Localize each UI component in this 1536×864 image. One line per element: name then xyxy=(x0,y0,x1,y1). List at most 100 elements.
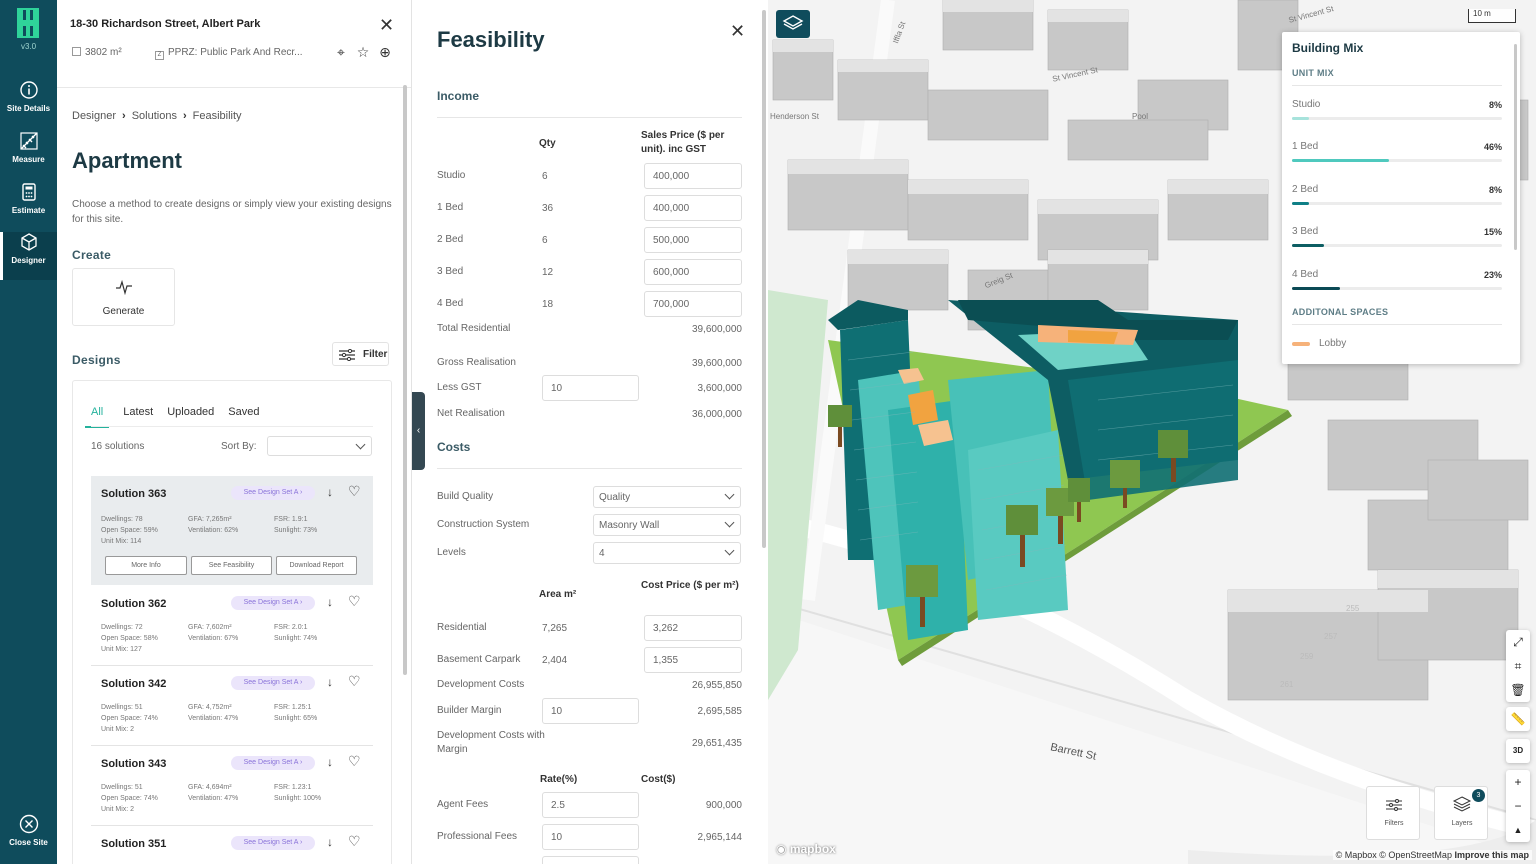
info-icon xyxy=(19,81,38,99)
star-icon[interactable]: ☆ xyxy=(356,44,370,60)
heart-icon[interactable]: ♡ xyxy=(348,753,361,769)
zoom-out-icon[interactable]: − xyxy=(1514,799,1522,813)
sales-price-input[interactable]: 400,000 xyxy=(644,195,742,221)
locate-icon[interactable]: ⌖ xyxy=(337,44,345,60)
generate-button[interactable]: Generate xyxy=(72,268,175,326)
download-icon[interactable]: ↓ xyxy=(327,835,333,849)
nav-designer[interactable]: Designer xyxy=(0,232,57,280)
heart-icon[interactable]: ♡ xyxy=(348,593,361,609)
tab-latest[interactable]: Latest xyxy=(123,406,154,418)
nav-measure[interactable]: Measure xyxy=(0,131,57,179)
solution-card[interactable]: Solution 343 See Design Set A › ↓ ♡ Dwel… xyxy=(91,746,373,826)
builder-margin-input[interactable]: 10 xyxy=(542,698,639,724)
ruler-icon xyxy=(19,132,38,150)
development-costs-margin-label: Development Costs with Margin xyxy=(437,730,545,755)
professional-rate-input[interactable]: 10 xyxy=(542,824,639,850)
sort-select[interactable] xyxy=(267,436,372,456)
construction-system-select[interactable]: Masonry Wall xyxy=(593,514,741,536)
design-set-tag[interactable]: See Design Set A › xyxy=(231,486,315,500)
solution-name: Solution 351 xyxy=(101,838,167,850)
breadcrumb-solutions[interactable]: Solutions xyxy=(131,110,177,122)
add-circle-icon[interactable]: ⊕ xyxy=(379,44,391,60)
solution-card[interactable]: Solution 342 See Design Set A › ↓ ♡ Dwel… xyxy=(91,666,373,746)
space-label: Lobby xyxy=(1319,338,1347,349)
levels-select[interactable]: 4 xyxy=(593,542,741,564)
carpark-cost-input[interactable]: 1,355 xyxy=(644,647,742,673)
sales-price-header: Sales Price ($ per unit). inc GST xyxy=(641,130,725,155)
agent-rate-input[interactable]: 2.5 xyxy=(542,792,639,818)
street-label: Henderson St xyxy=(770,112,819,121)
more-info-button[interactable]: More Info xyxy=(105,556,187,575)
design-set-tag[interactable]: See Design Set A › xyxy=(231,676,315,690)
scrollbar[interactable] xyxy=(762,10,766,548)
ruler-icon[interactable]: 📏 xyxy=(1510,712,1526,726)
scrollbar[interactable] xyxy=(1514,44,1517,250)
zoom-in-icon[interactable]: + xyxy=(1514,775,1522,789)
residential-cost-input[interactable]: 3,262 xyxy=(644,615,742,641)
heart-icon[interactable]: ♡ xyxy=(348,483,361,499)
download-report-button[interactable]: Download Report xyxy=(276,556,357,575)
nav-estimate[interactable]: Estimate xyxy=(0,182,57,230)
mapbox-logo[interactable]: ◉ mapbox xyxy=(776,842,836,856)
map-view[interactable]: 10 m St Vincent St St Vincent St Henders… xyxy=(768,0,1536,864)
collapse-panel-button[interactable]: ‹ xyxy=(412,392,425,470)
breadcrumb-designer[interactable]: Designer xyxy=(72,110,117,122)
breadcrumb-feasibility[interactable]: Feasibility xyxy=(192,110,242,122)
builder-margin-label: Builder Margin xyxy=(437,705,502,716)
map-style-button[interactable] xyxy=(776,10,810,38)
download-icon[interactable]: ↓ xyxy=(327,755,333,769)
mix-label: 2 Bed xyxy=(1292,184,1319,195)
design-set-tag[interactable]: See Design Set A › xyxy=(231,596,315,610)
next-rate-input[interactable] xyxy=(542,856,639,864)
nav-site-details[interactable]: Site Details xyxy=(0,80,57,128)
less-gst-value: 3,600,000 xyxy=(697,383,743,394)
heart-icon[interactable]: ♡ xyxy=(348,673,361,689)
download-icon[interactable]: ↓ xyxy=(327,595,333,609)
design-set-tag[interactable]: See Design Set A › xyxy=(231,836,315,850)
design-set-tag[interactable]: See Design Set A › xyxy=(231,756,315,770)
tab-saved[interactable]: Saved xyxy=(228,406,260,418)
unit-label: 3 Bed xyxy=(437,266,464,277)
3d-icon[interactable]: 3D xyxy=(1512,746,1524,755)
solution-card[interactable]: Solution 362 See Design Set A › ↓ ♡ Dwel… xyxy=(91,586,373,666)
heart-icon[interactable]: ♡ xyxy=(348,833,361,849)
download-icon[interactable]: ↓ xyxy=(327,675,333,689)
nav-close-site[interactable]: Close Site xyxy=(0,814,57,862)
mix-bar-fill xyxy=(1292,202,1309,205)
scrollbar[interactable] xyxy=(403,85,407,675)
see-feasibility-button[interactable]: See Feasibility xyxy=(191,556,272,575)
close-feasibility-icon[interactable]: ✕ xyxy=(730,21,746,41)
tab-uploaded[interactable]: Uploaded xyxy=(167,406,215,418)
parcel-label: 257 xyxy=(1324,632,1338,641)
solutions-panel: 18-30 Richardson Street, Albert Park ✕ 3… xyxy=(57,0,412,864)
improve-map-link[interactable]: Improve this map xyxy=(1454,850,1529,860)
filter-button[interactable]: Filter xyxy=(332,342,389,366)
draw-polygon-icon[interactable]: ⌗ xyxy=(1514,659,1522,673)
download-icon[interactable]: ↓ xyxy=(327,485,333,499)
cost-price-header: Cost Price ($ per m²) xyxy=(641,580,739,591)
mix-bar-fill xyxy=(1292,159,1389,162)
filters-button[interactable]: Filters xyxy=(1366,786,1420,840)
building-mix-title: Building Mix xyxy=(1292,41,1364,55)
mix-bar xyxy=(1292,202,1502,205)
tab-all[interactable]: All xyxy=(85,406,110,428)
solution-card[interactable]: Solution 363 See Design Set A › ↓ ♡ Dwel… xyxy=(91,476,373,585)
sales-price-input[interactable]: 600,000 xyxy=(644,259,742,285)
attribution-link[interactable]: © Mapbox © OpenStreetMap xyxy=(1335,850,1452,860)
solution-stats-right: FSR: 1.23:1 Sunlight: 100% xyxy=(274,784,322,802)
sales-price-input[interactable]: 700,000 xyxy=(644,291,742,317)
site-address: 18-30 Richardson Street, Albert Park xyxy=(70,18,261,30)
sales-price-input[interactable]: 400,000 xyxy=(644,163,742,189)
layers-button[interactable]: 3 Layers xyxy=(1434,786,1488,840)
measure-tool: 📏 xyxy=(1506,707,1530,731)
draw-line-icon[interactable]: ⤢ xyxy=(1513,635,1523,649)
solution-card[interactable]: Solution 351 See Design Set A › ↓ ♡ xyxy=(91,826,373,864)
gst-rate-input[interactable]: 10 xyxy=(542,375,639,401)
compass-icon[interactable]: ▲ xyxy=(1513,825,1523,835)
sales-price-input[interactable]: 500,000 xyxy=(644,227,742,253)
close-site-panel-icon[interactable]: ✕ xyxy=(379,15,395,35)
pulse-icon xyxy=(115,279,132,295)
residential-area: 7,265 xyxy=(542,623,568,634)
build-quality-select[interactable]: Quality xyxy=(593,486,741,508)
trash-icon[interactable]: 🗑 xyxy=(1510,683,1526,697)
